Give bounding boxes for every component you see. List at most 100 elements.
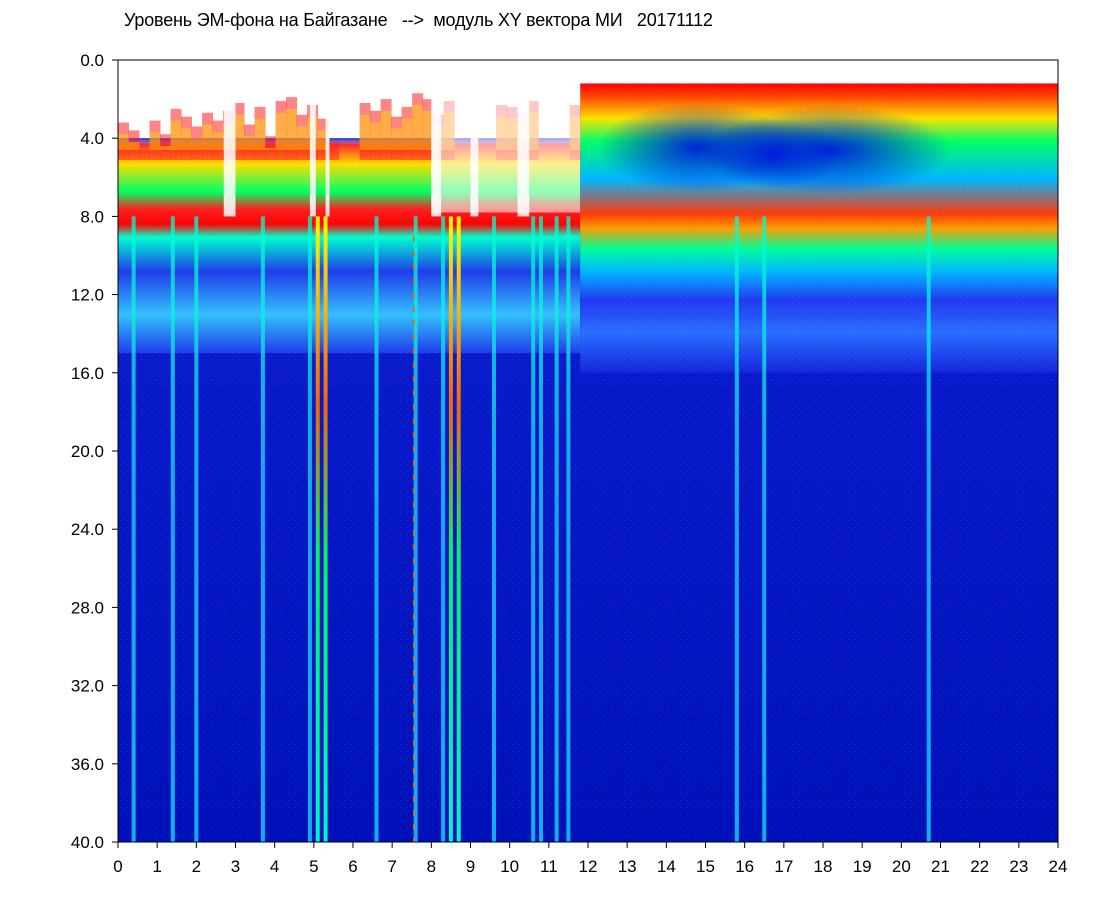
axes: 0.0 4.0 8.0 12.0 16.0 20.0 24.0 28.0 32.0 36.0 40.… [71,51,1068,876]
x-tick-label: 5 [309,857,318,876]
ridge-spike-core [202,124,214,150]
x-tick-label: 23 [1009,857,1028,876]
x-tick-label: 15 [696,857,715,876]
ridge-spike-core [422,110,434,150]
y-tick-label: 28.0 [71,598,104,617]
y-tick-label: 0.0 [80,51,104,70]
heatmap-gap-wide [431,60,581,213]
ridge-spike-core [212,132,224,150]
ridge-spike [370,110,382,160]
ridge-spike-core [244,136,256,150]
heatmap-gap [309,60,316,217]
ridge-spike-core [296,126,308,150]
heatmap-layer [118,60,1058,842]
x-tick-label: 3 [231,857,240,876]
x-tick-label: 11 [540,857,558,876]
x-tick-label: 6 [348,857,357,876]
ridge-spike [128,130,140,160]
ridge-spike-core [401,118,413,150]
ridge-spike-core [118,134,130,150]
x-tick-label: 14 [657,857,676,876]
x-tick-label: 7 [387,857,396,876]
ridge-spike [181,116,193,160]
y-tick-label: 12.0 [71,286,104,305]
ridge-spike [359,103,371,160]
heatmap-noise-1 [118,138,581,842]
x-tick-label: 22 [970,857,989,876]
ridge-spike [170,108,182,160]
ridge-spike [212,120,224,160]
heatmap-vertical-spike [566,216,571,842]
x-tick-label: 2 [192,857,201,876]
heatmap-vertical-spike [441,216,446,842]
ridge-spike-core [191,138,203,150]
ridge-spike [254,106,266,160]
x-tick-label: 21 [931,857,950,876]
ridge-spike [233,103,245,160]
ridge-spike-core [149,132,161,150]
ridge-spike-core [380,110,392,150]
ridge-spike-core [359,114,371,150]
heatmap-vertical-spike [539,216,543,842]
ridge-spike-core [170,120,182,150]
heatmap-vertical-spike [194,216,199,842]
heatmap-vertical-spike [413,216,418,842]
ridge-spike-core [128,142,140,150]
x-tick-label: 9 [466,857,475,876]
heatmap-vertical-spike [260,216,265,842]
ridge-spike [244,124,256,160]
chart-title: Уровень ЭМ-фона на Байгазане --> модуль … [124,10,713,30]
ridge-spike [401,106,413,160]
ridge-spike-core [233,114,245,150]
ridge-spike [286,97,298,160]
x-tick-label: 13 [618,857,637,876]
heatmap-vertical-spike [456,216,461,842]
heatmap-vertical-spike [131,216,136,842]
x-tick-label: 0 [113,857,122,876]
ridge-spike [391,116,403,160]
heatmap-noise-2 [580,83,1058,842]
ridge-spike [317,118,329,160]
heatmap-gap [223,60,236,217]
heatmap-vertical-spike [315,216,320,842]
ridge-spike-core [286,108,298,150]
x-tick-label: 24 [1049,857,1068,876]
y-tick-label: 4.0 [80,129,104,148]
ridge-spike-core [265,147,277,150]
ridge-spike-core [391,128,403,150]
heatmap-vertical-spike [374,216,379,842]
ridge-spike [422,99,434,160]
ridge-spike [118,122,130,160]
heatmap-vertical-spike [492,216,496,842]
x-tick-label: 8 [427,857,436,876]
heatmap-blue-patch [702,118,843,189]
heatmap-vertical-spike [762,216,767,842]
ridge-spike [191,126,203,160]
y-tick-label: 36.0 [71,755,104,774]
heatmap-vertical-spike [554,216,559,842]
ridge-spike [328,142,340,160]
ridge-spike [380,99,392,160]
y-tick-label: 24.0 [71,520,104,539]
ridge-spike-core [181,128,193,150]
ridge-spike-core [160,146,172,150]
ridge-spike [265,136,277,160]
heatmap-vertical-spike [926,216,931,842]
x-tick-label: 16 [735,857,754,876]
x-tick-label: 10 [500,857,519,876]
y-tick-label: 20.0 [71,442,104,461]
y-tick-label: 16.0 [71,364,104,383]
heatmap-gap [325,60,330,217]
x-tick-label: 18 [814,857,833,876]
y-tick-label: 32.0 [71,677,104,696]
ridge-spike-core [254,118,266,150]
ridge-spike [412,93,424,160]
heatmap-vertical-spike [323,216,328,842]
heatmap-vertical-spike [531,216,536,842]
ridge-spike-core [275,112,287,150]
ridge-spike [202,112,214,160]
y-tick-label: 8.0 [80,207,104,226]
ridge-spike-core [412,104,424,150]
plot-area [118,60,1058,842]
